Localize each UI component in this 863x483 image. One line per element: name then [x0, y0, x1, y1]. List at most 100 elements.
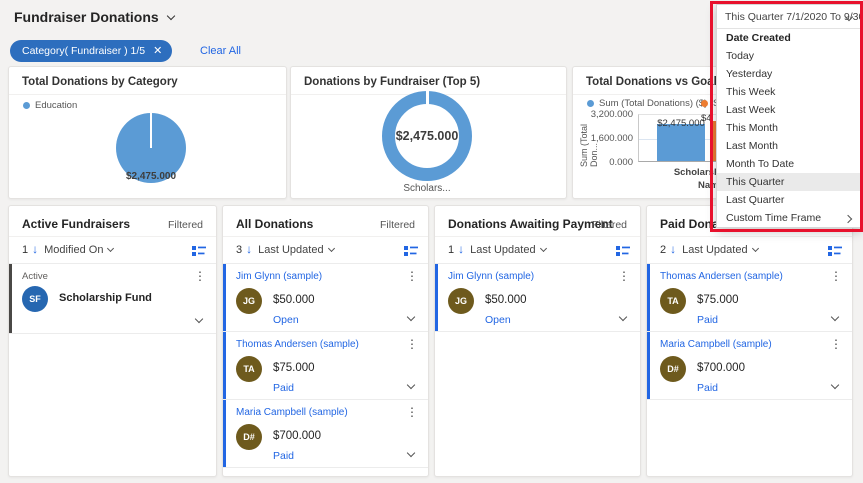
sort-descending-icon: ↓	[246, 242, 253, 256]
donut-center-label: $2,475.000	[395, 129, 459, 143]
card-stripe	[647, 264, 650, 331]
expand-chevron-icon[interactable]	[406, 312, 416, 322]
sort-field-selector[interactable]: Last Updated	[470, 244, 536, 256]
card-view-settings-icon[interactable]	[404, 245, 418, 260]
menu-item-this-month[interactable]: This Month	[726, 122, 778, 134]
card-stripe	[223, 332, 226, 399]
menu-item-today[interactable]: Today	[726, 50, 755, 62]
record-count: 3	[236, 244, 243, 256]
donor-name-link[interactable]: Thomas Andersen (sample)	[660, 271, 783, 282]
page-title: Fundraiser Donations	[14, 9, 159, 25]
expand-chevron-icon[interactable]	[830, 380, 840, 390]
column-title: All Donations	[236, 217, 314, 231]
card-view-settings-icon[interactable]	[828, 245, 842, 260]
status-label: Open	[273, 314, 299, 326]
time-frame-dropdown: This Quarter 7/1/2020 To 9/30/2020 Date …	[716, 4, 863, 228]
menu-item-last-week[interactable]: Last Week	[726, 104, 776, 116]
more-options-icon[interactable]: ⋮	[406, 269, 418, 283]
chart-card-total-by-category: Total Donations by Category Education $2…	[8, 66, 287, 199]
x-axis-title: Nam	[698, 180, 719, 191]
fundraiser-name[interactable]: Scholarship Fund	[59, 292, 152, 304]
divider	[9, 94, 286, 95]
expand-chevron-icon[interactable]	[406, 380, 416, 390]
card-stripe	[647, 332, 650, 399]
card-list: Thomas Andersen (sample) ⋮ TA $75.000 Pa…	[647, 263, 852, 400]
sort-field-selector[interactable]: Last Updated	[682, 244, 748, 256]
card-list: Jim Glynn (sample) ⋮ JG $50.000 Open Tho…	[223, 263, 428, 468]
divider	[9, 236, 216, 237]
donor-name-link[interactable]: Maria Campbell (sample)	[660, 339, 772, 350]
legend-dot-icon	[587, 100, 594, 107]
donation-card[interactable]: Maria Campbell (sample) ⋮ D# $700.000 Pa…	[223, 400, 428, 468]
card-view-settings-icon[interactable]	[616, 245, 630, 260]
status-label: Paid	[273, 382, 295, 394]
menu-item-this-week[interactable]: This Week	[726, 86, 776, 98]
chevron-down-icon	[166, 11, 175, 20]
card-view-settings-icon[interactable]	[192, 245, 206, 260]
more-options-icon[interactable]: ⋮	[406, 405, 418, 419]
sort-field-selector[interactable]: Modified On	[44, 244, 104, 256]
bar-value-label: $4	[701, 113, 712, 124]
donation-card[interactable]: Maria Campbell (sample) ⋮ D# $700.000 Pa…	[647, 332, 852, 400]
dashboard-title-selector[interactable]: Fundraiser Donations	[14, 9, 175, 25]
donation-card[interactable]: Thomas Andersen (sample) ⋮ TA $75.000 Pa…	[647, 264, 852, 332]
filter-chip[interactable]: Category( Fundraiser ) 1/5 ✕	[10, 40, 173, 62]
filtered-badge: Filtered	[591, 219, 627, 231]
y-tick: 3,200.000	[590, 109, 633, 120]
donation-card[interactable]: Jim Glynn (sample) ⋮ JG $50.000 Open	[223, 264, 428, 332]
menu-item-label: Custom Time Frame	[726, 212, 822, 224]
more-options-icon[interactable]: ⋮	[194, 269, 206, 283]
donor-name-link[interactable]: Thomas Andersen (sample)	[236, 339, 359, 350]
time-frame-current-label: This Quarter 7/1/2020 To 9/30/2020	[725, 11, 863, 23]
time-frame-current-selector[interactable]: This Quarter 7/1/2020 To 9/30/2020	[717, 5, 863, 29]
close-icon[interactable]: ✕	[153, 45, 163, 57]
chevron-down-icon	[751, 244, 759, 253]
menu-item-month-to-date[interactable]: Month To Date	[726, 158, 795, 170]
menu-item-yesterday[interactable]: Yesterday	[726, 68, 773, 80]
donation-amount: $75.000	[273, 362, 315, 374]
donation-card[interactable]: Thomas Andersen (sample) ⋮ TA $75.000 Pa…	[223, 332, 428, 400]
menu-item-last-quarter[interactable]: Last Quarter	[726, 194, 785, 206]
donor-name-link[interactable]: Jim Glynn (sample)	[448, 271, 535, 282]
expand-chevron-icon[interactable]	[406, 448, 416, 458]
more-options-icon[interactable]: ⋮	[618, 269, 630, 283]
menu-item-date-created[interactable]: Date Created	[726, 32, 791, 44]
clear-all-link[interactable]: Clear All	[200, 45, 241, 57]
donation-amount: $50.000	[273, 294, 315, 306]
donation-amount: $700.000	[273, 430, 321, 442]
expand-chevron-icon[interactable]	[194, 314, 204, 324]
donut-slice-divider	[425, 90, 429, 105]
sort-field-selector[interactable]: Last Updated	[258, 244, 324, 256]
fundraiser-card[interactable]: Active ⋮ SF Scholarship Fund	[9, 264, 216, 334]
avatar: D#	[236, 424, 262, 450]
divider	[647, 236, 852, 237]
avatar: TA	[660, 288, 686, 314]
legend-dot-icon	[701, 100, 708, 107]
avatar: JG	[448, 288, 474, 314]
donor-name-link[interactable]: Maria Campbell (sample)	[236, 407, 348, 418]
donation-card[interactable]: Jim Glynn (sample) ⋮ JG $50.000 Open	[435, 264, 640, 332]
more-options-icon[interactable]: ⋮	[830, 337, 842, 351]
bar-total-donations[interactable]	[657, 124, 705, 161]
column-title: Donations Awaiting Payment	[448, 217, 613, 231]
menu-item-last-month[interactable]: Last Month	[726, 140, 778, 152]
record-count: 2	[660, 244, 667, 256]
chart-title: Total Donations by Category	[22, 76, 178, 88]
more-options-icon[interactable]: ⋮	[406, 337, 418, 351]
chevron-down-icon	[107, 244, 115, 253]
expand-chevron-icon[interactable]	[618, 312, 628, 322]
more-options-icon[interactable]: ⋮	[830, 269, 842, 283]
pie-slice-divider	[150, 113, 152, 148]
donor-name-link[interactable]: Jim Glynn (sample)	[236, 271, 323, 282]
divider	[223, 236, 428, 237]
sort-descending-icon: ↓	[458, 242, 465, 256]
chevron-right-icon	[843, 214, 853, 224]
card-list: Jim Glynn (sample) ⋮ JG $50.000 Open	[435, 263, 640, 332]
expand-chevron-icon[interactable]	[830, 312, 840, 322]
menu-item-this-quarter[interactable]: This Quarter	[717, 173, 860, 191]
column-toolbar: 3 ↓ Last Updated	[236, 242, 418, 262]
status-label: Paid	[273, 450, 295, 462]
menu-item-custom-time-frame[interactable]: Custom Time Frame	[717, 209, 860, 227]
status-label: Paid	[697, 314, 719, 326]
